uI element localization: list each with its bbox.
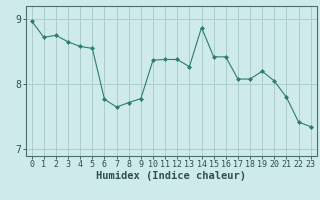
X-axis label: Humidex (Indice chaleur): Humidex (Indice chaleur)	[96, 171, 246, 181]
